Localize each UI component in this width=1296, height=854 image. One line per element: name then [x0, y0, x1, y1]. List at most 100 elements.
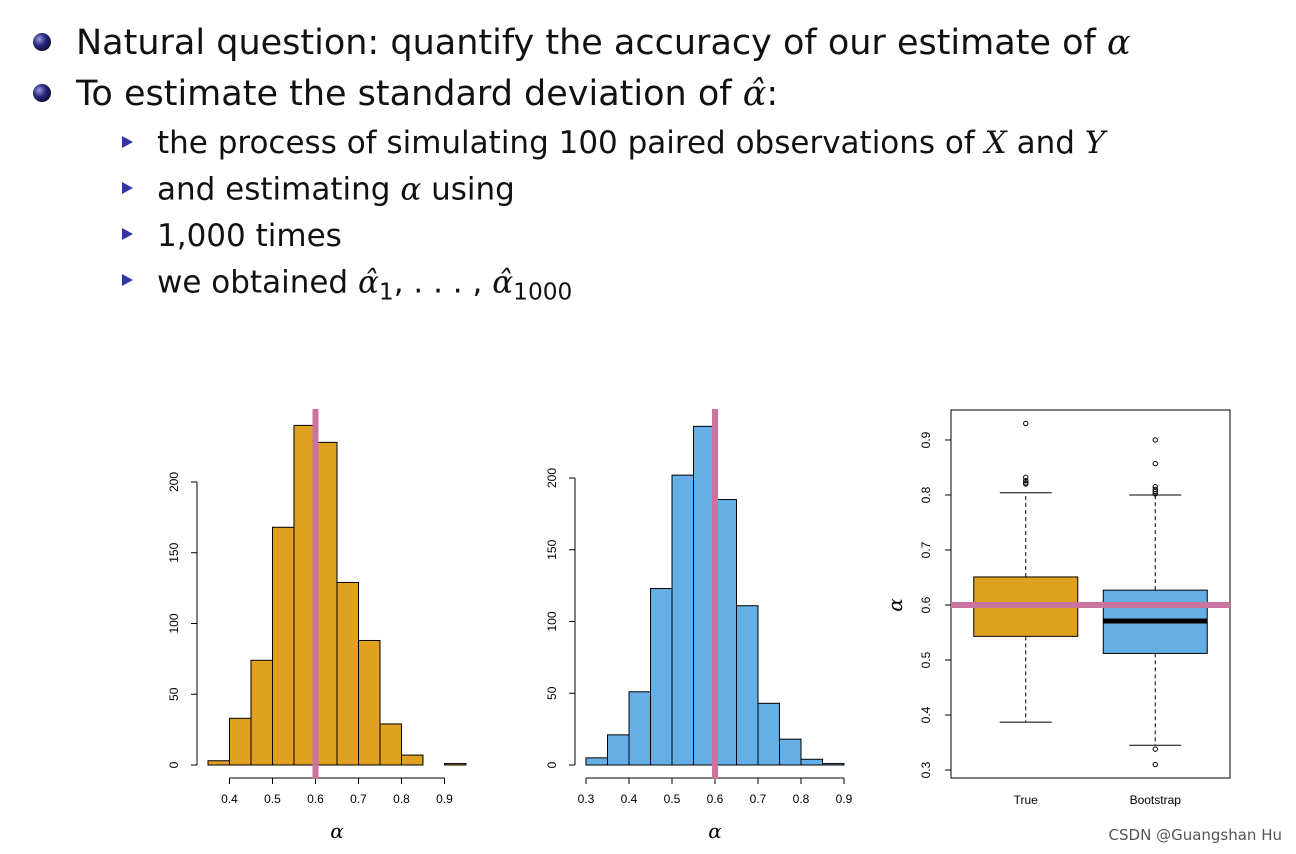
y-tick-label: 200 [545, 468, 559, 488]
x-tick-label: 0.8 [393, 792, 410, 806]
bullet-text: Natural question: quantify the accuracy … [76, 23, 1131, 63]
text-part: the process of simulating 100 paired obs… [157, 125, 985, 161]
y-tick-label: 0.8 [919, 486, 933, 503]
bar [757, 702, 780, 766]
bar [822, 763, 845, 766]
x-tick-label: 0.5 [264, 792, 281, 806]
y-tick-label: 0.6 [919, 596, 933, 613]
subbullet-icon [122, 274, 133, 286]
outlier [1152, 484, 1158, 490]
outlier [1023, 481, 1029, 487]
bullet-icon [33, 33, 51, 51]
y-tick-label: 0 [545, 761, 559, 768]
text-part: and [1007, 125, 1085, 161]
bar [293, 424, 316, 766]
text-part: α̂ [492, 265, 513, 301]
y-tick-label: 0.7 [919, 541, 933, 558]
bar [272, 526, 295, 766]
text-part: , . . . , [394, 265, 493, 301]
bar [250, 659, 273, 766]
bar [401, 754, 424, 766]
y-tick-label: 0.9 [919, 431, 933, 448]
x-tick-label: 0.6 [707, 792, 724, 806]
bar [671, 474, 694, 766]
bar [714, 499, 737, 766]
bar [379, 723, 402, 766]
bar [336, 581, 359, 766]
bar [229, 717, 252, 766]
y-tick-label: 50 [545, 686, 559, 700]
text-part: 1000 [513, 278, 572, 305]
bar [650, 587, 673, 766]
bar [628, 691, 651, 766]
y-tick-label: 150 [545, 539, 559, 559]
x-tick-label: 0.8 [793, 792, 810, 806]
x-tick-label: 0.4 [621, 792, 638, 806]
outlier [1152, 746, 1158, 752]
text-part: and estimating [157, 172, 400, 208]
y-tick-label: 0.3 [919, 761, 933, 778]
text-part: α [1107, 23, 1131, 63]
y-tick-label: 200 [167, 472, 181, 492]
x-tick-label: 0.5 [664, 792, 681, 806]
bar [315, 441, 338, 766]
outlier [1152, 491, 1158, 497]
outlier [1152, 488, 1158, 495]
text-part: 1 [379, 278, 394, 305]
bar [779, 738, 802, 766]
y-tick-label: 0.4 [919, 706, 933, 723]
x-tick-label: Bootstrap [1130, 793, 1182, 807]
x-tick-label: 0.7 [350, 792, 367, 806]
y-tick-label: 150 [167, 542, 181, 562]
text-part: we obtained [157, 265, 358, 301]
y-tick-label: 0 [167, 761, 181, 768]
outlier [1023, 477, 1029, 484]
bullet-text: we obtained α̂1, . . . , α̂1000 [157, 265, 572, 306]
bullet-icon [33, 84, 51, 102]
bar [358, 639, 381, 766]
text-part: α̂ [743, 74, 767, 114]
watermark: CSDN @Guangshan Hu [1109, 826, 1282, 844]
x-tick-label: 0.6 [307, 792, 324, 806]
bar [207, 760, 230, 766]
text-part: α̂ [358, 265, 379, 301]
outlier [1023, 474, 1029, 481]
y-tick-label: 100 [545, 611, 559, 631]
text-part: To estimate the standard deviation of [75, 74, 743, 114]
bar [693, 425, 716, 766]
outlier [1152, 761, 1158, 768]
y-tick-label: 100 [167, 613, 181, 633]
x-axis-title: α [330, 819, 344, 843]
text-part: using [421, 172, 515, 208]
y-tick-label: 0.5 [919, 651, 933, 668]
subbullet-icon [122, 136, 133, 148]
text-part: : [766, 74, 778, 114]
text-part: X [983, 125, 1009, 161]
y-axis-title: α [883, 598, 907, 612]
text-part: Natural question: quantify the accuracy … [76, 23, 1107, 63]
outlier [1152, 437, 1158, 443]
bullet-text: To estimate the standard deviation of α̂… [75, 74, 778, 114]
x-tick-label: 0.4 [221, 792, 238, 806]
x-tick-label: 0.3 [578, 792, 595, 806]
plot-frame [950, 409, 1231, 779]
bar [585, 757, 608, 766]
x-tick-label: True [1014, 793, 1039, 807]
subbullet-icon [122, 228, 133, 240]
y-tick-label: 50 [167, 687, 181, 701]
x-tick-label: 0.9 [436, 792, 453, 806]
bar [736, 605, 759, 766]
subbullet-icon [122, 182, 133, 194]
text-part: 1,000 times [157, 218, 342, 254]
text-part: α [400, 172, 421, 208]
x-axis-title: α [708, 819, 722, 843]
bar [607, 734, 630, 766]
x-tick-label: 0.9 [836, 792, 853, 806]
bar [444, 763, 467, 766]
outlier [1023, 420, 1029, 427]
bar [800, 758, 823, 766]
x-tick-label: 0.7 [750, 792, 767, 806]
bullet-text: the process of simulating 100 paired obs… [157, 125, 1108, 161]
bullet-text: 1,000 times [157, 218, 342, 254]
